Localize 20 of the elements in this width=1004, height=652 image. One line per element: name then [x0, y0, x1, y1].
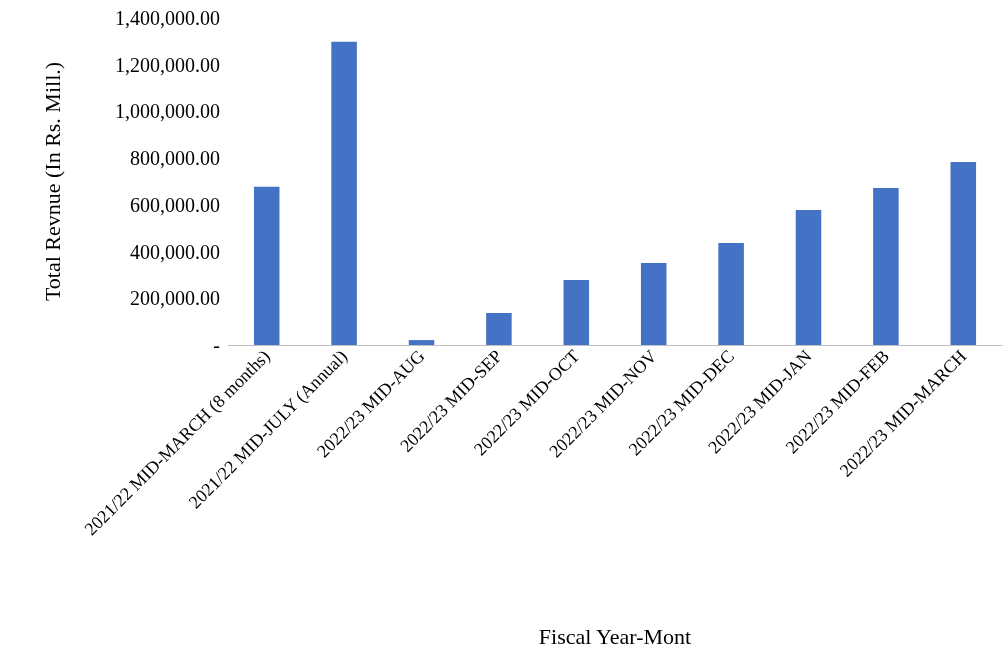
- y-tick-label: 200,000.00: [130, 287, 220, 310]
- y-tick-label: 1,000,000.00: [115, 100, 220, 123]
- bar: [563, 280, 590, 345]
- y-axis-title: Total Revnue (In Rs. Mill.): [39, 61, 65, 302]
- bar: [795, 210, 822, 345]
- x-axis-title: Fiscal Year-Mont: [538, 623, 692, 649]
- y-tick-label: -: [213, 334, 220, 356]
- y-tick-label: 600,000.00: [130, 193, 220, 216]
- bar: [408, 340, 435, 345]
- bar: [873, 188, 899, 345]
- bar: [486, 313, 512, 345]
- y-tick-label: 800,000.00: [130, 147, 220, 170]
- bar: [950, 161, 977, 345]
- y-tick-label: 400,000.00: [130, 240, 220, 263]
- bar: [718, 242, 744, 345]
- bar: [331, 41, 357, 345]
- y-tick-label: 1,400,000.00: [115, 7, 220, 29]
- bar: [640, 263, 667, 345]
- y-tick-label: 1,200,000.00: [115, 53, 220, 76]
- bar: [253, 186, 280, 345]
